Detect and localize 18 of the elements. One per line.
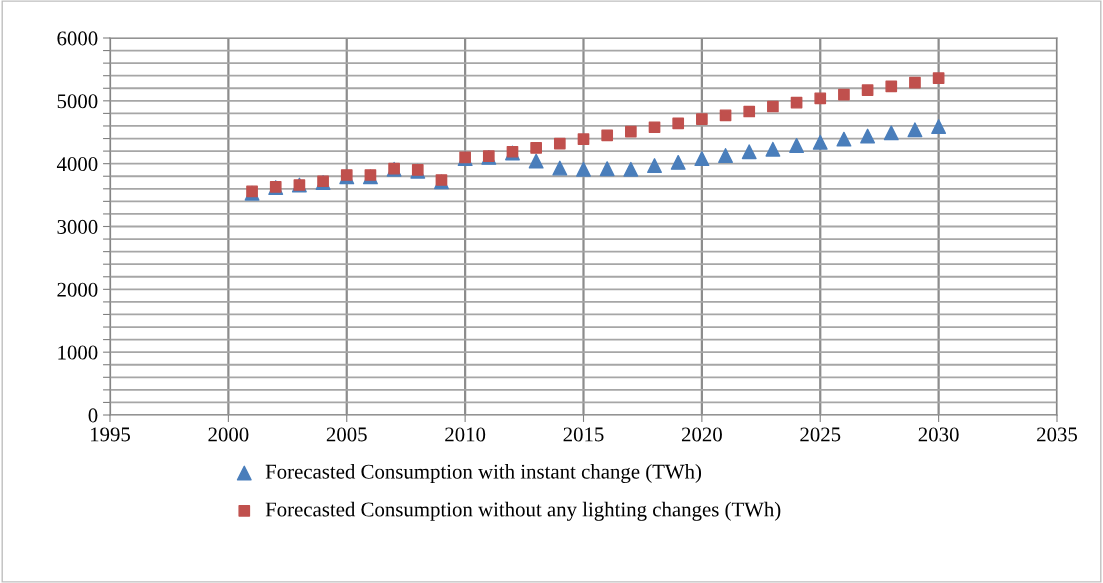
x-tick-label: 2015 [563,427,604,442]
y-tick-label: 1000 [58,345,98,360]
x-tick-label: 2030 [918,427,959,442]
x-tick-label: 2000 [208,427,249,442]
x-tick-label: 2025 [800,427,841,442]
y-tick-label: 2000 [57,282,98,297]
x-tick-label: 1995 [91,427,131,442]
x-tick-label: 2035 [1037,427,1078,442]
legend-label: Forecasted Consumption without any lighting changes (TWh) [265,501,781,521]
y-tick-label: 6000 [57,31,98,46]
x-tick-label: 2020 [681,427,722,442]
y-tick-label: 3000 [57,219,98,234]
legend-label: Forecasted Consumption with instant change (TWh) [265,464,702,483]
y-tick-label: 4000 [56,157,98,172]
y-tick-label: 0 [88,408,98,423]
x-tick-label: 2010 [445,427,486,442]
x-tick-label: 2005 [326,427,367,442]
y-tick-label: 5000 [57,94,98,109]
